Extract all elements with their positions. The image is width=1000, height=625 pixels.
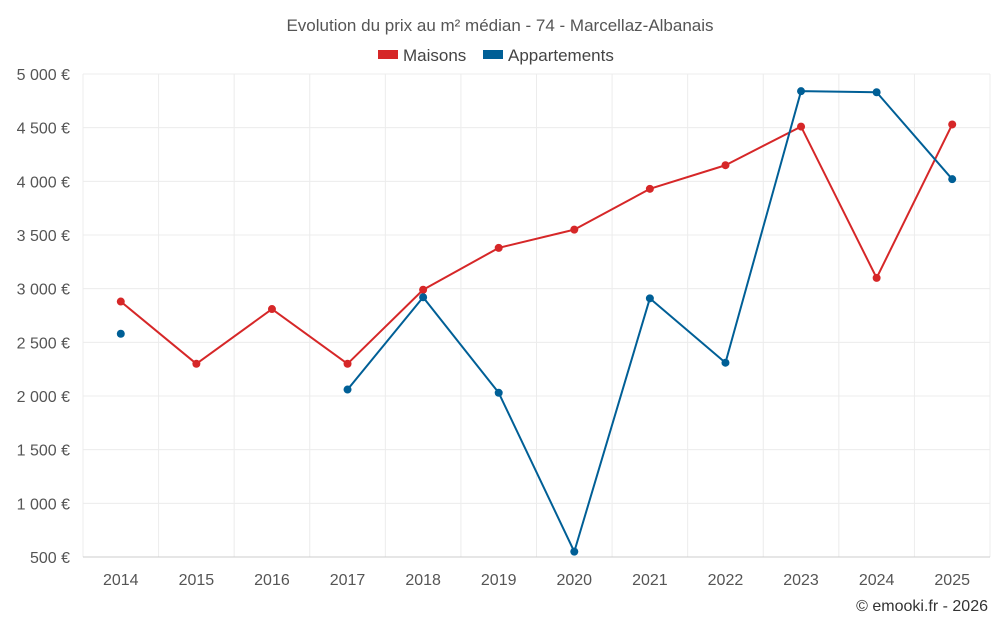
x-tick-label: 2022 <box>708 572 744 589</box>
legend-item-appartements[interactable]: Appartements <box>483 46 614 65</box>
data-point-maisons-2017[interactable] <box>343 359 352 368</box>
data-point-maisons-2018[interactable] <box>419 285 428 294</box>
x-tick-label: 2023 <box>783 572 819 589</box>
legend-label: Maisons <box>403 46 466 65</box>
series-line-appartements <box>346 90 953 553</box>
data-point-appartements-2020[interactable] <box>570 547 579 556</box>
y-axis: 500 € 1 000 € 1 500 € 2 000 € 2 500 € 3 000 €… <box>17 67 70 567</box>
y-tick-label: 2 500 € <box>17 335 70 352</box>
y-tick-label: 5 000 € <box>17 67 70 84</box>
legend-label: Appartements <box>508 46 614 65</box>
y-tick-label: 4 000 € <box>17 174 70 191</box>
plot-area <box>116 87 957 556</box>
y-tick-label: 500 € <box>30 550 70 567</box>
data-point-maisons-2023[interactable] <box>797 122 806 131</box>
y-tick-label: 1 500 € <box>17 443 70 460</box>
x-axis: 2014 2015 2016 2017 2018 2019 2020 2021 2022 2023… <box>103 572 970 589</box>
data-point-maisons-2025[interactable] <box>948 120 957 129</box>
data-point-appartements-2023[interactable] <box>797 87 806 96</box>
data-point-maisons-2014[interactable] <box>116 297 125 306</box>
data-point-maisons-2020[interactable] <box>570 225 579 234</box>
legend-swatch <box>483 50 503 59</box>
data-point-maisons-2022[interactable] <box>721 161 730 170</box>
y-tick-label: 1 000 € <box>17 496 70 513</box>
series-line-maisons <box>120 124 954 365</box>
y-tick-label: 4 500 € <box>17 121 70 138</box>
legend-swatch <box>378 50 398 59</box>
data-point-appartements-2022[interactable] <box>721 358 730 367</box>
x-tick-label: 2025 <box>934 572 970 589</box>
data-point-appartements-2018[interactable] <box>419 293 428 302</box>
series-maisons <box>116 120 957 368</box>
y-tick-label: 3 500 € <box>17 228 70 245</box>
x-tick-label: 2020 <box>556 572 592 589</box>
x-tick-label: 2019 <box>481 572 517 589</box>
data-point-maisons-2024[interactable] <box>872 273 881 282</box>
series-appartements <box>116 87 957 556</box>
y-tick-label: 3 000 € <box>17 282 70 299</box>
chart-title: Evolution du prix au m² médian - 74 - Ma… <box>286 16 713 35</box>
grid <box>82 73 991 558</box>
x-tick-label: 2014 <box>103 572 139 589</box>
legend[interactable]: Maisons Appartements <box>378 46 614 65</box>
data-point-appartements-2014[interactable] <box>116 329 125 338</box>
x-tick-label: 2015 <box>179 572 215 589</box>
x-tick-label: 2016 <box>254 572 290 589</box>
x-tick-label: 2017 <box>330 572 366 589</box>
data-point-appartements-2019[interactable] <box>494 388 503 397</box>
x-tick-label: 2018 <box>405 572 441 589</box>
legend-item-maisons[interactable]: Maisons <box>378 46 466 65</box>
data-point-maisons-2015[interactable] <box>192 359 201 368</box>
data-point-maisons-2019[interactable] <box>494 243 503 252</box>
data-point-maisons-2016[interactable] <box>267 305 276 314</box>
data-point-appartements-2025[interactable] <box>948 175 957 184</box>
data-point-appartements-2021[interactable] <box>645 294 654 303</box>
x-tick-label: 2021 <box>632 572 668 589</box>
data-point-appartements-2017[interactable] <box>343 385 352 394</box>
data-point-appartements-2024[interactable] <box>872 88 881 97</box>
data-point-maisons-2021[interactable] <box>645 184 654 193</box>
credit-text: © emooki.fr - 2026 <box>856 598 988 615</box>
y-tick-label: 2 000 € <box>17 389 70 406</box>
x-tick-label: 2024 <box>859 572 895 589</box>
